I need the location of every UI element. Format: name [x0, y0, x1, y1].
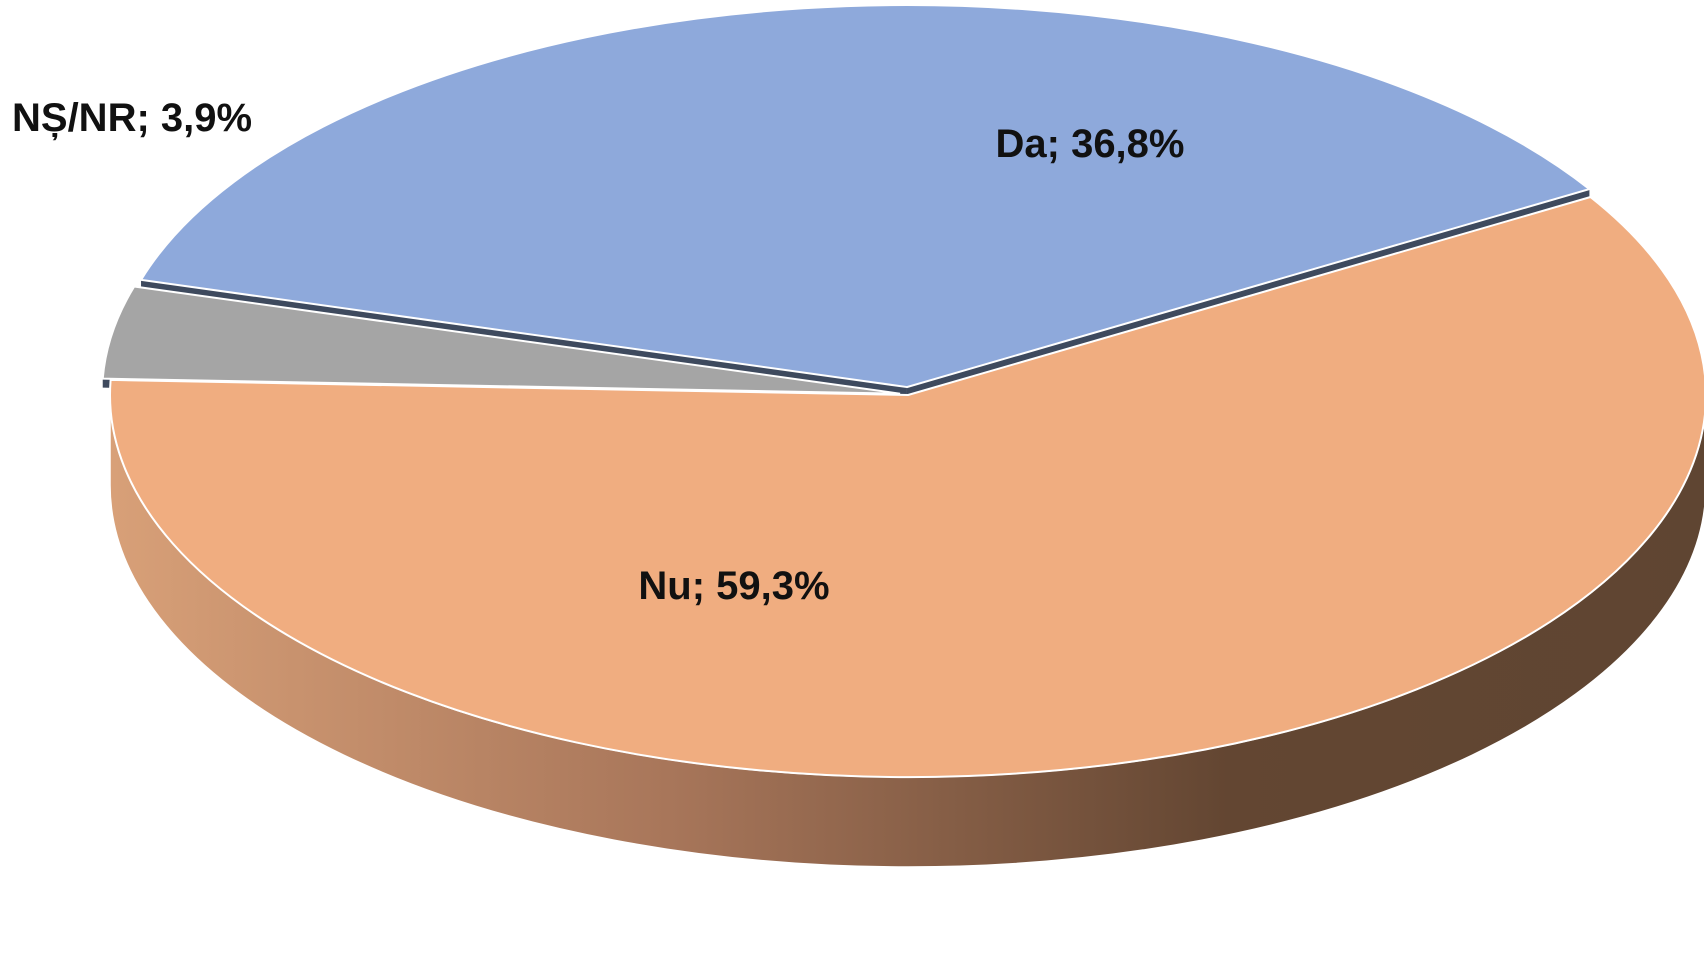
pie-labels: Da; 36,8% Nu; 59,3% NȘ/NR; 3,9% — [12, 96, 1184, 608]
data-label-ns-nr: NȘ/NR; 3,9% — [12, 96, 252, 140]
pie-slice-da — [139, 4, 1592, 389]
data-label-nu: Nu; 59,3% — [638, 564, 829, 608]
pie-tops — [101, 4, 1704, 778]
data-label-da: Da; 36,8% — [996, 122, 1185, 166]
pie-edge-da-end — [906, 189, 1590, 397]
pie-slice-nu — [109, 195, 1704, 778]
pie-slice-ns-nr — [101, 285, 901, 395]
